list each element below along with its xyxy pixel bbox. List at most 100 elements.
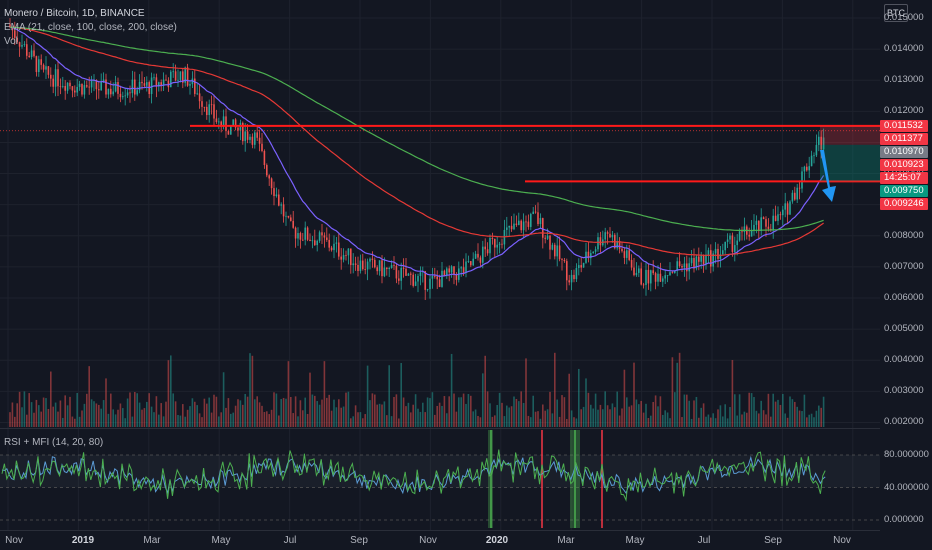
candle-body [690, 257, 693, 264]
candle-body [657, 273, 659, 282]
candle-body [477, 253, 479, 258]
candle-body [59, 86, 62, 88]
candle-body [189, 84, 191, 86]
candle-body [278, 194, 280, 206]
volume-bar [364, 414, 366, 427]
candle-body [654, 273, 657, 282]
volume-bar [609, 409, 611, 427]
volume-bar [266, 411, 268, 427]
time-tick: Mar [143, 535, 161, 546]
volume-bar [462, 393, 465, 427]
candle-body [402, 267, 405, 269]
time-tick: Nov [833, 535, 851, 546]
candle-body [30, 50, 33, 57]
candle-body [753, 224, 755, 231]
candle-body [609, 233, 611, 238]
volume-bar [777, 399, 779, 427]
mfi-line [1, 449, 826, 502]
volume-bar [604, 391, 606, 427]
volume-bar [791, 399, 794, 427]
volume-bar [702, 403, 705, 427]
currency-badge[interactable]: BTC [884, 4, 908, 22]
volume-bar [210, 412, 213, 427]
volume-bar [789, 396, 791, 427]
volume-bar [198, 413, 201, 427]
candle-body [83, 85, 86, 95]
candle-body [194, 78, 196, 94]
volume-bar [59, 400, 62, 427]
candle-body [38, 59, 40, 73]
candle-body [758, 220, 760, 231]
candle-body [270, 178, 273, 189]
candle-body [486, 249, 489, 254]
volume-bar [546, 409, 549, 427]
pane-separator[interactable] [0, 428, 880, 429]
volume-bar [671, 357, 674, 427]
volume-bar [513, 396, 515, 427]
volume-bar [455, 411, 458, 427]
volume-bar [549, 391, 551, 427]
volume-bar [542, 404, 544, 427]
candle-body [489, 237, 491, 254]
volume-bar [371, 393, 374, 427]
volume-bar [129, 392, 131, 427]
volume-bar [335, 407, 338, 427]
candle-body [76, 86, 78, 93]
volume-bar [292, 413, 294, 427]
volume-bar [369, 400, 371, 427]
candle-body [314, 240, 316, 246]
volume-bar [388, 365, 390, 427]
rsi-tick: 40.000000 [884, 481, 929, 493]
candle-body [160, 82, 162, 86]
volume-bar [712, 413, 714, 427]
volume-bar [330, 410, 333, 427]
candle-body [806, 166, 808, 171]
candle-body [734, 245, 736, 252]
rsi-legend[interactable]: RSI + MFI (14, 20, 80) [4, 437, 104, 448]
volume-bar [213, 394, 215, 427]
volume-bar [256, 396, 258, 427]
volume-bar [179, 415, 182, 427]
candle-body [726, 239, 729, 242]
candle-body [640, 268, 642, 285]
volume-bar [748, 392, 750, 427]
volume-bar [479, 417, 482, 427]
candle-body [662, 278, 664, 282]
candle-body [686, 263, 688, 272]
down-arrow-icon [820, 150, 836, 202]
candle-body [450, 266, 453, 273]
ema-legend[interactable]: EMA (21, close, 100, close, 200, close) [4, 22, 177, 33]
volume-bar [510, 406, 513, 427]
candle-body [158, 82, 160, 87]
ema200-line [9, 26, 824, 232]
candle-body [546, 235, 549, 239]
candle-body [362, 260, 364, 270]
candle-body [184, 67, 186, 83]
volume-bar [95, 403, 98, 427]
candle-body [285, 215, 287, 217]
symbol-legend[interactable]: Monero / Bitcoin, 1D, BINANCE [4, 8, 145, 19]
volume-bar [23, 391, 26, 427]
candle-body [141, 81, 143, 84]
time-tick: May [625, 535, 645, 546]
volume-bar [126, 398, 129, 427]
candle-body [376, 267, 378, 272]
candle-body [302, 239, 304, 241]
volume-bar [366, 365, 369, 427]
time-tick: May [211, 535, 231, 546]
volume-legend[interactable]: Vol [4, 36, 18, 47]
candle-body [50, 74, 52, 79]
candle-body [542, 218, 544, 238]
volume-bar [110, 393, 112, 427]
volume-bar [254, 399, 256, 427]
candle-body [52, 78, 54, 87]
volume-bar [309, 372, 311, 427]
candle-body [618, 241, 621, 249]
time-tick: 2020 [485, 535, 509, 546]
candle-body [767, 226, 770, 229]
candle-body [722, 250, 724, 255]
price-tick: 0.006000 [884, 292, 924, 303]
volume-bar [654, 395, 657, 427]
candle-body [330, 247, 333, 251]
